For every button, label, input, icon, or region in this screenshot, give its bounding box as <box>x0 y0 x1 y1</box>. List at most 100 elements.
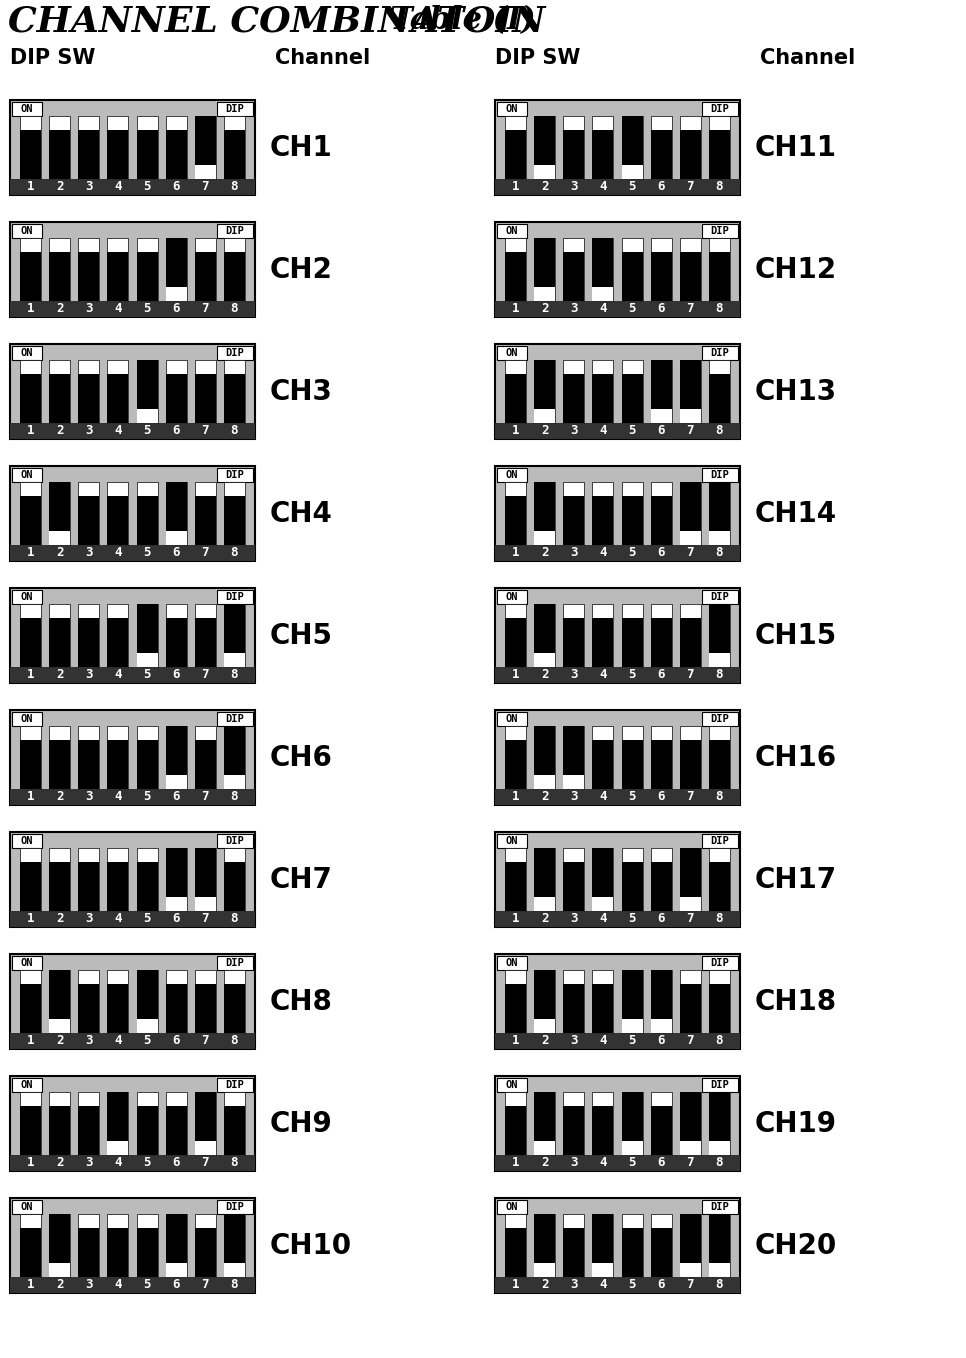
Bar <box>136 604 157 653</box>
Text: 1: 1 <box>27 546 35 559</box>
Text: DIP: DIP <box>711 470 729 479</box>
Bar <box>20 1214 41 1277</box>
Bar <box>166 1263 186 1277</box>
Text: 7: 7 <box>202 303 209 315</box>
Bar <box>10 789 255 805</box>
Bar <box>217 224 253 238</box>
Bar <box>563 862 584 911</box>
Text: 4: 4 <box>114 1035 122 1047</box>
Bar <box>49 862 71 911</box>
Bar <box>680 983 700 1033</box>
Bar <box>107 130 128 179</box>
Text: 3: 3 <box>85 790 93 804</box>
Bar <box>224 727 245 775</box>
Bar <box>107 238 128 301</box>
Bar <box>702 956 738 970</box>
Text: ON: ON <box>506 714 518 724</box>
Text: 2: 2 <box>541 1157 549 1169</box>
Bar <box>107 373 128 422</box>
Text: DIP: DIP <box>226 348 244 359</box>
Text: 1: 1 <box>27 913 35 926</box>
Text: 8: 8 <box>716 181 724 193</box>
Bar <box>195 482 215 545</box>
Bar <box>136 496 157 545</box>
Text: 4: 4 <box>599 546 607 559</box>
Bar <box>505 983 526 1033</box>
Bar <box>217 1078 253 1092</box>
Text: CH1: CH1 <box>270 133 332 162</box>
Bar <box>702 102 738 115</box>
Bar <box>534 482 555 531</box>
Bar <box>136 727 157 789</box>
Bar <box>495 1156 740 1171</box>
Bar <box>166 618 186 667</box>
Bar <box>136 360 157 422</box>
Bar <box>20 373 41 422</box>
Bar <box>20 482 41 545</box>
Bar <box>534 360 555 422</box>
Bar <box>20 251 41 301</box>
Text: 3: 3 <box>85 1278 93 1291</box>
Bar <box>505 1214 526 1277</box>
Bar <box>166 604 186 667</box>
Text: 2: 2 <box>56 425 64 437</box>
Bar <box>20 1105 41 1156</box>
Bar <box>195 847 215 898</box>
Text: CH12: CH12 <box>755 255 838 284</box>
Text: 2: 2 <box>541 1278 549 1291</box>
Bar <box>651 115 671 179</box>
Bar <box>166 1092 186 1156</box>
Bar <box>166 238 186 287</box>
Bar <box>505 970 526 1033</box>
Text: 8: 8 <box>716 1157 724 1169</box>
Bar <box>10 955 255 1048</box>
Text: 8: 8 <box>231 1157 239 1169</box>
Bar <box>10 1277 255 1293</box>
Bar <box>497 1200 527 1214</box>
Bar <box>78 727 99 789</box>
Text: 3: 3 <box>570 790 578 804</box>
Bar <box>78 360 99 422</box>
Bar <box>702 589 738 604</box>
Bar <box>224 775 245 789</box>
Bar <box>680 115 700 179</box>
Bar <box>107 1092 128 1141</box>
Bar <box>107 727 128 789</box>
Bar <box>495 344 740 439</box>
Text: 1: 1 <box>512 668 520 682</box>
Bar <box>166 360 186 422</box>
Bar <box>78 1092 99 1156</box>
Bar <box>534 727 555 775</box>
Bar <box>107 740 128 789</box>
Bar <box>136 847 157 911</box>
Bar <box>166 727 186 789</box>
Bar <box>78 740 99 789</box>
Bar <box>166 482 186 531</box>
Bar <box>20 496 41 545</box>
Bar <box>651 251 671 301</box>
Text: 2: 2 <box>541 790 549 804</box>
Bar <box>505 482 526 545</box>
Bar <box>166 775 186 789</box>
Bar <box>621 970 642 1018</box>
Bar <box>49 130 71 179</box>
Text: 3: 3 <box>570 1157 578 1169</box>
Bar <box>621 373 642 422</box>
Bar <box>166 115 186 179</box>
Bar <box>12 1078 42 1092</box>
Bar <box>621 727 642 789</box>
Text: 8: 8 <box>716 425 724 437</box>
Bar <box>12 346 42 360</box>
Bar <box>195 847 215 911</box>
Bar <box>592 496 613 545</box>
Text: DIP: DIP <box>226 957 244 968</box>
Text: CH4: CH4 <box>270 500 333 527</box>
Text: CH2: CH2 <box>270 255 333 284</box>
Bar <box>709 653 730 667</box>
Bar <box>49 1092 71 1156</box>
Text: CH19: CH19 <box>755 1109 837 1138</box>
Bar <box>505 115 526 179</box>
Bar <box>709 1092 730 1156</box>
Text: 1: 1 <box>27 1157 35 1169</box>
Bar <box>224 238 245 301</box>
